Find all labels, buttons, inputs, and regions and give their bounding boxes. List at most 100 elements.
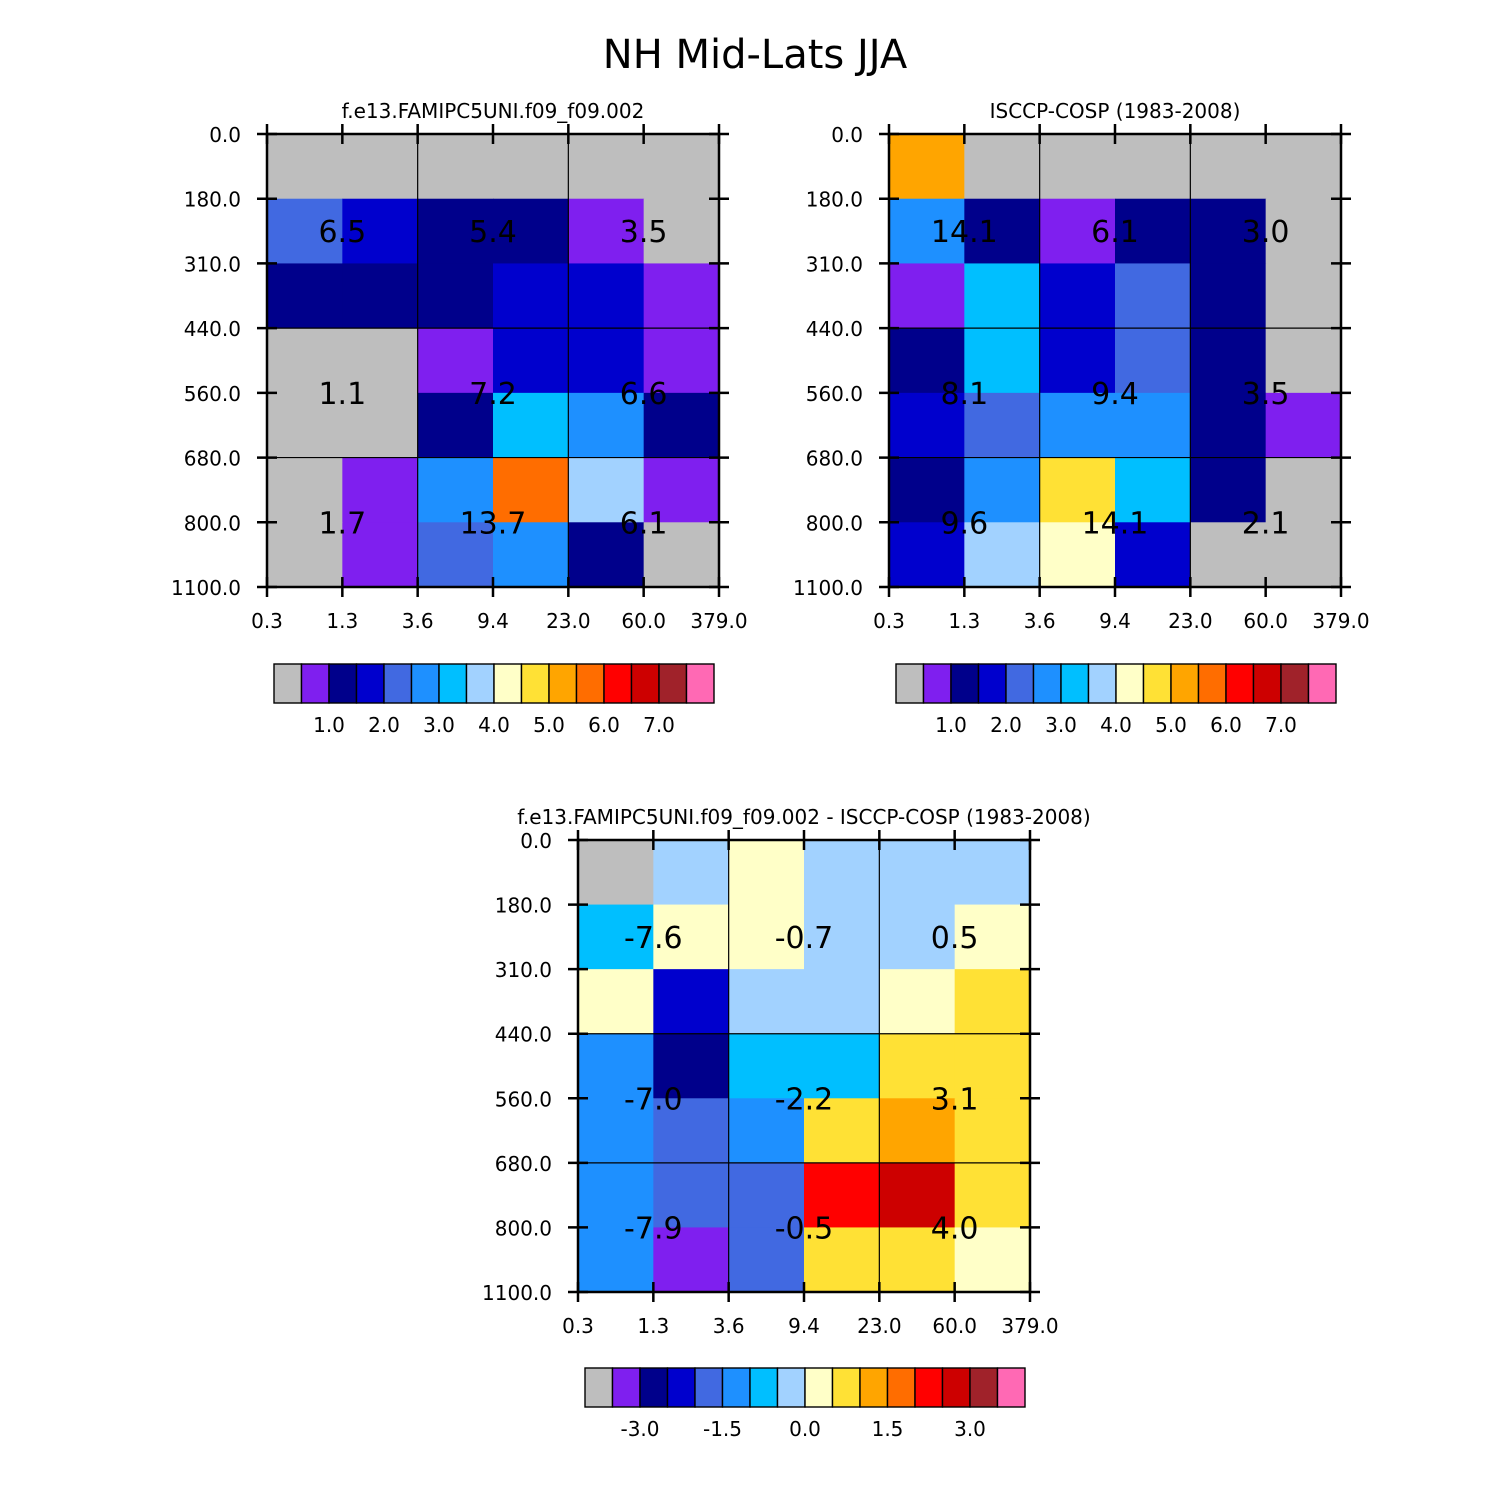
colorbar-swatch bbox=[584, 1367, 614, 1408]
colorbar-swatch bbox=[493, 663, 523, 704]
heatmap-cell bbox=[728, 904, 805, 970]
y-tick-label: 560.0 bbox=[806, 382, 863, 406]
heatmap-cell bbox=[1039, 457, 1116, 523]
colorbar-swatch bbox=[1032, 663, 1062, 704]
colorbar-swatch bbox=[1142, 663, 1172, 704]
colorbar-swatch bbox=[721, 1367, 751, 1408]
colorbar-label: 0.0 bbox=[789, 1417, 821, 1441]
heatmap-cell bbox=[653, 1227, 730, 1293]
cell-value-label: 5.4 bbox=[469, 215, 517, 250]
heatmap-cell bbox=[417, 328, 494, 394]
cell-value-label: 2.1 bbox=[1242, 506, 1290, 541]
heatmap-cell bbox=[964, 457, 1041, 523]
heatmap-cell bbox=[1115, 198, 1191, 265]
heatmap-cell bbox=[1039, 263, 1116, 329]
heatmap-cell bbox=[964, 328, 1041, 394]
y-tick-label: 440.0 bbox=[184, 317, 241, 341]
heatmap-cell bbox=[889, 392, 965, 459]
heatmap-cell bbox=[1265, 263, 1342, 329]
x-tick-label: 3.6 bbox=[402, 609, 434, 633]
colorbar-swatch bbox=[328, 663, 358, 704]
heatmap-cell bbox=[1190, 522, 1267, 588]
x-tick-label: 60.0 bbox=[621, 609, 666, 633]
y-tick-label: 0.0 bbox=[520, 829, 552, 853]
heatmap-cell bbox=[889, 522, 965, 588]
heatmap-cell bbox=[267, 328, 343, 394]
heatmap-cell bbox=[493, 263, 569, 329]
x-tick-label: 1.3 bbox=[637, 1314, 669, 1338]
colorbar-label: 1.0 bbox=[313, 713, 345, 737]
heatmap-cell bbox=[1190, 263, 1267, 329]
colorbar-label: 2.0 bbox=[990, 713, 1022, 737]
heatmap-cell bbox=[342, 392, 419, 459]
heatmap-cell bbox=[1190, 134, 1267, 200]
heatmap-cell bbox=[1190, 392, 1267, 459]
heatmap-cell bbox=[728, 1033, 805, 1099]
colorbar-swatch bbox=[831, 1367, 861, 1408]
cell-value-label: 3.5 bbox=[620, 215, 668, 250]
colorbar-swatch bbox=[969, 1367, 999, 1408]
heatmap-cell bbox=[417, 457, 494, 523]
cell-value-label: -7.9 bbox=[624, 1211, 683, 1246]
heatmap-cell bbox=[728, 969, 805, 1035]
heatmap-cell bbox=[1190, 457, 1267, 523]
y-tick-label: 560.0 bbox=[495, 1087, 552, 1111]
cell-value-label: -7.0 bbox=[624, 1082, 683, 1117]
cell-value-label: 1.1 bbox=[318, 377, 366, 412]
heatmap-cell bbox=[578, 1033, 654, 1099]
colorbar-label: 7.0 bbox=[643, 713, 675, 737]
colorbar-swatch bbox=[1225, 663, 1255, 704]
x-tick-label: 9.4 bbox=[1099, 609, 1131, 633]
colorbar-swatch bbox=[996, 1367, 1026, 1408]
heatmap-cell bbox=[879, 840, 956, 906]
panel-title: f.e13.FAMIPC5UNI.f09_f09.002 - ISCCP-COS… bbox=[517, 805, 1090, 829]
heatmap-cell bbox=[653, 1098, 730, 1164]
y-tick-label: 800.0 bbox=[184, 511, 241, 535]
y-tick-label: 800.0 bbox=[495, 1216, 552, 1240]
y-tick-label: 310.0 bbox=[495, 958, 552, 982]
heatmap-cell bbox=[568, 328, 645, 394]
cell-value-label: 0.5 bbox=[931, 921, 979, 956]
heatmap-cell bbox=[342, 134, 419, 200]
heatmap-cell bbox=[889, 328, 965, 394]
cell-value-label: 9.4 bbox=[1091, 377, 1139, 412]
heatmap-cell bbox=[728, 1098, 805, 1164]
colorbar-swatch bbox=[914, 1367, 944, 1408]
heatmap-cell bbox=[954, 1162, 1031, 1229]
x-tick-label: 60.0 bbox=[932, 1314, 977, 1338]
x-tick-label: 23.0 bbox=[857, 1314, 902, 1338]
heatmap-cell bbox=[1190, 198, 1267, 265]
heatmap-cell bbox=[964, 522, 1041, 588]
panels: f.e13.FAMIPC5UNI.f09_f09.002 6.5 5.4 3.5 1.1… bbox=[171, 99, 1370, 1441]
y-tick-label: 680.0 bbox=[184, 447, 241, 471]
colorbar-label: 1.5 bbox=[872, 1417, 904, 1441]
heatmap-cell bbox=[493, 392, 569, 459]
heatmap-cell bbox=[417, 198, 494, 265]
colorbar-label: -1.5 bbox=[703, 1417, 742, 1441]
colorbar-swatch bbox=[1252, 663, 1282, 704]
x-tick-label: 60.0 bbox=[1243, 609, 1288, 633]
cell-value-label: 6.5 bbox=[318, 215, 366, 250]
heatmap-cell bbox=[643, 198, 720, 265]
heatmap-cell bbox=[1115, 522, 1191, 588]
heatmap-cell bbox=[879, 904, 956, 970]
heatmap-cell bbox=[804, 969, 880, 1035]
colorbar-swatch bbox=[355, 663, 385, 704]
heatmap-cell bbox=[578, 1227, 654, 1293]
colorbar-label: 7.0 bbox=[1265, 713, 1297, 737]
heatmap-cell bbox=[964, 392, 1041, 459]
cell-value-label: 8.1 bbox=[940, 377, 988, 412]
heatmap-cell bbox=[342, 328, 419, 394]
heatmap-cell bbox=[964, 134, 1041, 200]
heatmap-cell bbox=[643, 522, 720, 588]
x-tick-label: 0.3 bbox=[562, 1314, 594, 1338]
heatmap-cell bbox=[643, 328, 720, 394]
heatmap-cell bbox=[1265, 198, 1342, 265]
heatmap-cell bbox=[1265, 134, 1342, 200]
cell-value-label: 13.7 bbox=[460, 506, 527, 541]
heatmap-cell bbox=[1265, 522, 1342, 588]
heatmap-cell bbox=[1039, 134, 1116, 200]
heatmap-cell bbox=[1039, 328, 1116, 394]
cell-value-label: 3.5 bbox=[1242, 377, 1290, 412]
heatmap-cell bbox=[728, 1227, 805, 1293]
